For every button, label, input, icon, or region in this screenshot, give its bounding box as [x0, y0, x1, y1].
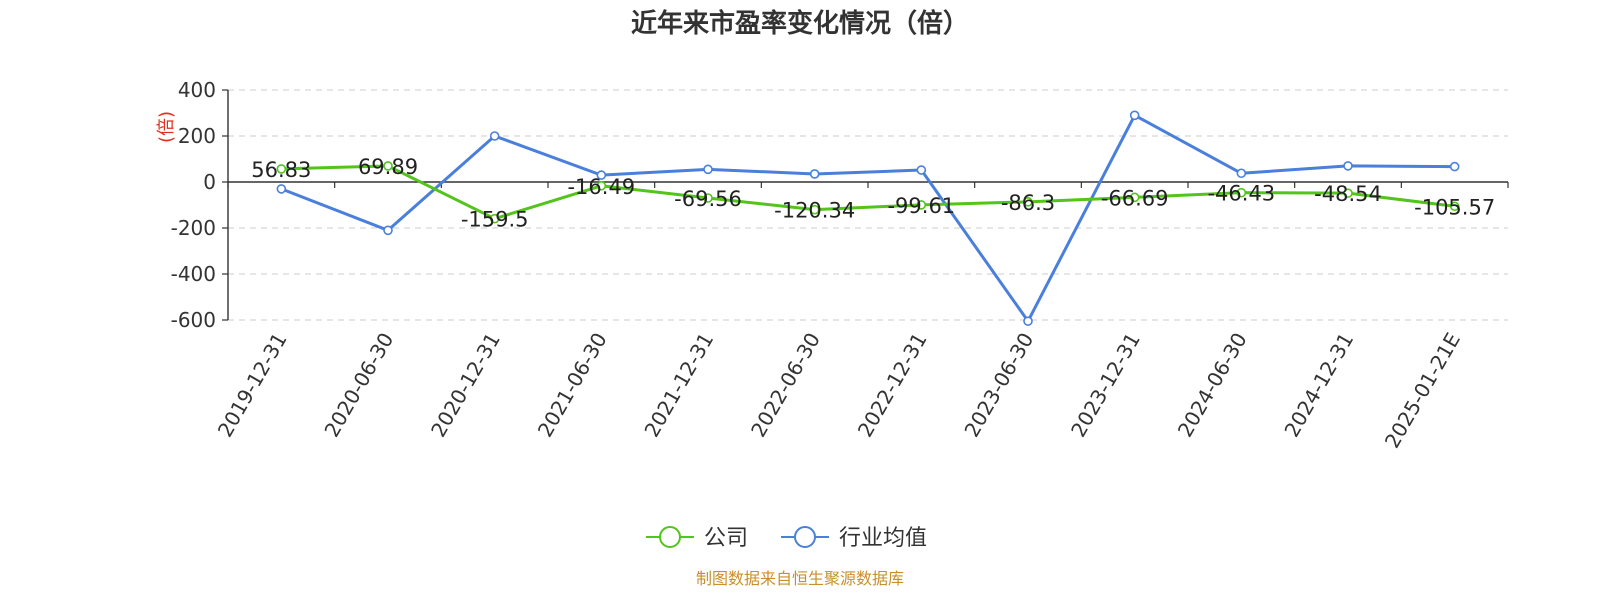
- x-tick-label: 2021-12-31: [639, 329, 718, 442]
- data-label: 56.83: [251, 158, 311, 182]
- y-tick-label: 0: [203, 170, 216, 194]
- x-tick-label: 2024-06-30: [1173, 329, 1252, 442]
- data-point: [383, 225, 393, 236]
- data-label: -159.5: [461, 208, 529, 232]
- data-label: -46.43: [1207, 182, 1275, 206]
- data-point: [1236, 168, 1247, 179]
- data-label: -48.54: [1314, 182, 1382, 206]
- y-axis-unit: (倍): [156, 111, 177, 143]
- data-point: [809, 204, 820, 215]
- data-label: -69.56: [674, 187, 742, 211]
- data-point: [916, 165, 927, 175]
- y-tick-label: -600: [171, 308, 216, 332]
- data-point: [1449, 201, 1460, 212]
- x-tick-label: 2022-12-31: [853, 329, 932, 442]
- y-tick-labels: 400 200 0 -200 -400 -600: [171, 78, 216, 332]
- data-point: [1129, 192, 1140, 203]
- data-label: -16.49: [567, 175, 635, 199]
- data-point: [489, 213, 500, 224]
- x-tick-label: 2021-06-30: [533, 329, 612, 442]
- data-label: -66.69: [1101, 186, 1169, 210]
- series-layer: [276, 110, 1460, 326]
- grid-lines: [228, 89, 1508, 321]
- data-label: -99.61: [887, 194, 955, 218]
- data-point: [1023, 197, 1033, 207]
- y-tick-label: -200: [171, 216, 216, 240]
- series-line-company: [281, 164, 1455, 221]
- source-note: 制图数据来自恒生聚源数据库: [696, 569, 904, 588]
- data-label: -86.3: [1001, 191, 1055, 215]
- legend-item-company[interactable]: 公司: [646, 526, 748, 551]
- data-point: [276, 184, 287, 194]
- legend-label: 公司: [704, 526, 748, 551]
- data-point: [1343, 161, 1353, 171]
- legend[interactable]: 公司 行业均值: [646, 526, 927, 551]
- data-point: [703, 193, 713, 203]
- x-tick-label: 2022-06-30: [746, 329, 825, 442]
- data-label: -120.34: [774, 199, 855, 223]
- data-point: [596, 170, 607, 180]
- data-label: -105.57: [1414, 195, 1495, 219]
- x-tick-label: 2019-12-31: [213, 329, 292, 442]
- data-point: [809, 169, 820, 179]
- chart-title: 近年来市盈率变化情况（倍）: [631, 8, 969, 39]
- series-line-industry-avg: [280, 113, 1455, 323]
- x-tick-labels: 2019-12-31 2020-06-30 2020-12-31 2021-06-30…: [213, 329, 1465, 453]
- data-point: [1343, 188, 1353, 198]
- data-labels: 56.83 69.89 -159.5 -16.49 -69.56 -120.34 -99.6…: [251, 155, 1495, 232]
- legend-marker-icon: [659, 526, 681, 548]
- data-point: [916, 200, 927, 210]
- x-tick-label: 2023-06-30: [959, 329, 1038, 442]
- legend-label: 行业均值: [839, 526, 927, 551]
- data-point: [703, 164, 713, 175]
- data-point: [1449, 161, 1460, 172]
- data-point: [489, 131, 500, 141]
- data-point: [1023, 316, 1033, 326]
- x-tick-label: 2020-12-31: [426, 329, 505, 442]
- data-point: [276, 164, 287, 174]
- data-label: 69.89: [358, 155, 418, 179]
- x-tick-label: 2023-12-31: [1066, 329, 1145, 442]
- y-tick-label: -400: [171, 262, 216, 286]
- x-tick-label: 2020-06-30: [319, 329, 398, 442]
- data-point: [1129, 110, 1140, 121]
- legend-marker-icon: [794, 526, 816, 548]
- x-tick-label: 2025-01-21E: [1380, 329, 1465, 453]
- legend-item-industry-avg[interactable]: 行业均值: [781, 526, 927, 551]
- x-tick-label: 2024-12-31: [1279, 329, 1358, 442]
- data-point: [383, 161, 393, 171]
- data-point: [1236, 187, 1247, 198]
- y-tick-label: 200: [178, 124, 216, 148]
- data-point: [596, 180, 607, 191]
- y-tick-label: 400: [178, 78, 216, 102]
